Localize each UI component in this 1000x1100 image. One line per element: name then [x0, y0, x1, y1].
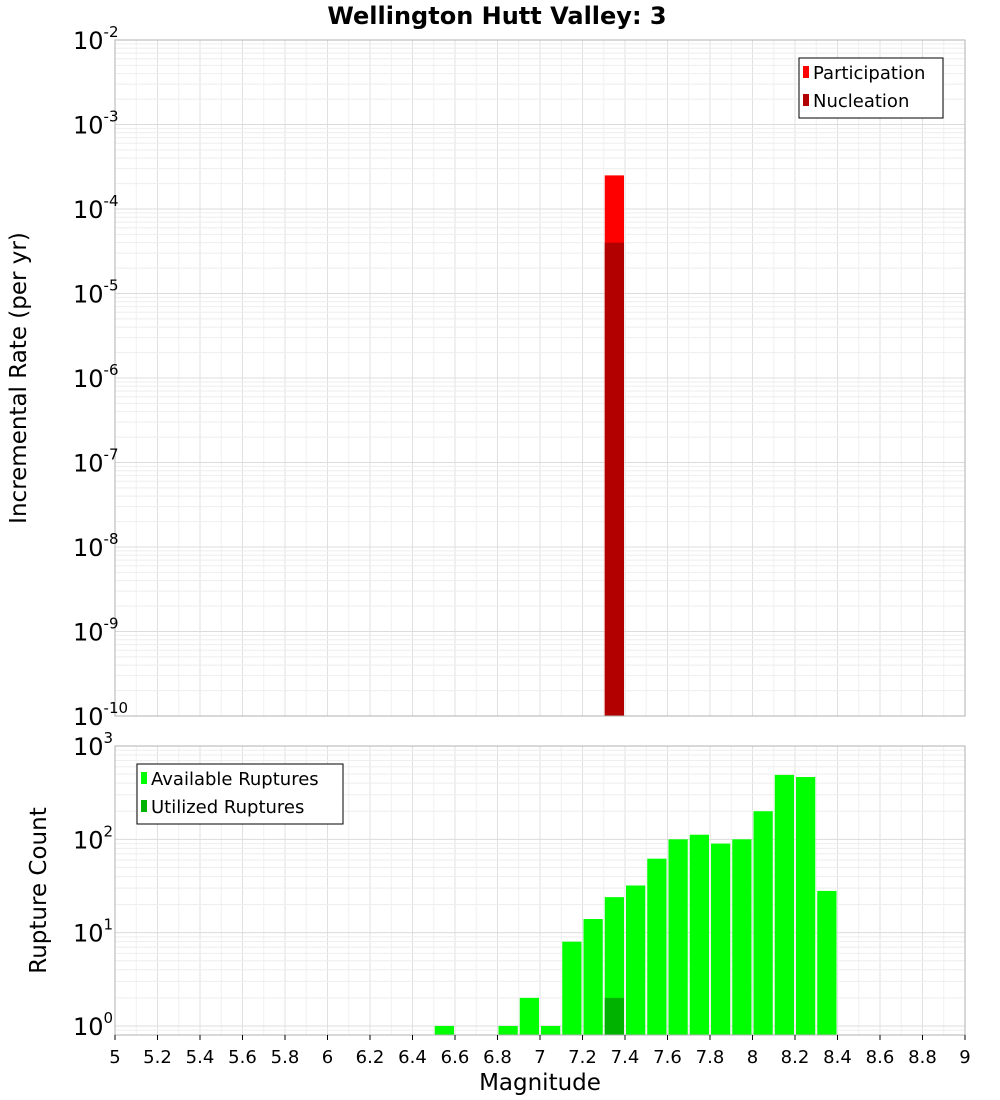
x-tick-label: 7.6 [653, 1047, 682, 1068]
bottom-legend: Available Ruptures Utilized Ruptures [136, 763, 344, 825]
bottom-y-tick-label: 102 [73, 822, 113, 854]
x-tick-label: 7.8 [696, 1047, 725, 1068]
bottom-legend-swatch [141, 800, 147, 812]
bottom-y-tick-label: 101 [73, 916, 113, 948]
top-y-tick-label: 10-7 [73, 446, 119, 478]
x-tick-label: 8.2 [781, 1047, 810, 1068]
top-y-axis-label: Incremental Rate (per yr) [6, 232, 32, 524]
x-tick-label: 6 [322, 1047, 333, 1068]
x-tick-label: 5.2 [143, 1047, 172, 1068]
x-tick-label: 8.4 [823, 1047, 852, 1068]
top-bar [604, 242, 624, 717]
x-axis-label: Magnitude [479, 1070, 601, 1096]
x-tick-label: 6.2 [356, 1047, 385, 1068]
bottom-y-tick-label: 103 [73, 729, 113, 761]
top-series-1 [604, 242, 624, 717]
bottom-bar [541, 1025, 561, 1035]
x-tick-label: 5.8 [271, 1047, 300, 1068]
bottom-bar [796, 777, 816, 1035]
bottom-bar [668, 839, 688, 1035]
top-legend-swatch [803, 66, 809, 78]
top-y-tick-label: 10-9 [73, 615, 119, 647]
top-y-tick-label: 10-8 [73, 530, 119, 562]
top-panel: 10-10 10-9 10-8 10-7 10-6 10-5 10-4 10-3 10-2 Par… [73, 23, 966, 731]
x-tick-label: 6.6 [441, 1047, 470, 1068]
x-tick-label: 8 [747, 1047, 758, 1068]
bottom-panel: 100 101 102 103 Available Ruptures Utilized R… [73, 729, 966, 1041]
bottom-bar [711, 843, 731, 1035]
bottom-bar [689, 834, 709, 1035]
bottom-bar [604, 997, 624, 1035]
bottom-bar [817, 890, 837, 1035]
top-frame [114, 39, 966, 717]
bottom-bar [732, 839, 752, 1035]
x-tick-label: 7.2 [568, 1047, 597, 1068]
top-legend-label: Participation [813, 63, 925, 84]
x-tick-label: 9 [959, 1047, 970, 1068]
x-tick-label: 7 [534, 1047, 545, 1068]
bottom-bar [562, 941, 582, 1035]
x-tick-label: 7.4 [611, 1047, 640, 1068]
bottom-bar [519, 997, 539, 1035]
top-y-tick-label: 10-4 [73, 192, 119, 224]
x-tick-label: 8.8 [908, 1047, 937, 1068]
bottom-legend-label: Utilized Ruptures [151, 797, 304, 818]
bottom-bar [647, 858, 667, 1035]
top-y-tick-label: 10-10 [73, 699, 128, 731]
bottom-bar [626, 885, 646, 1035]
bottom-bar [753, 811, 773, 1035]
bottom-y-axis-label: Rupture Count [26, 807, 52, 973]
chart-title: Wellington Hutt Valley: 3 [327, 2, 666, 30]
top-legend-swatch [803, 94, 809, 106]
bottom-bar [774, 774, 794, 1035]
bottom-legend-label: Available Ruptures [151, 769, 319, 790]
bottom-y-ticks: 100 101 102 103 [73, 729, 113, 1041]
x-ticks: 5 5.2 5.4 5.6 5.8 6 6.2 6.4 6.6 6.8 7 7.2 7.4 7.6 7.8 8… [109, 1035, 971, 1068]
bottom-series-1 [604, 997, 624, 1035]
x-tick-label: 5 [109, 1047, 120, 1068]
top-legend: Participation Nucleation [798, 57, 944, 119]
bottom-legend-box [136, 763, 344, 825]
bottom-legend-swatch [141, 772, 147, 784]
x-tick-label: 6.8 [483, 1047, 512, 1068]
top-legend-label: Nucleation [813, 91, 909, 112]
top-y-tick-label: 10-2 [73, 23, 119, 55]
x-tick-label: 8.6 [866, 1047, 895, 1068]
top-y-ticks: 10-10 10-9 10-8 10-7 10-6 10-5 10-4 10-3 10-2 [73, 23, 128, 731]
bottom-y-tick-label: 100 [73, 1009, 113, 1041]
top-y-tick-label: 10-6 [73, 361, 119, 393]
x-tick-label: 5.6 [228, 1047, 257, 1068]
top-y-tick-label: 10-3 [73, 108, 119, 140]
top-grid [114, 39, 966, 717]
x-tick-label: 6.4 [398, 1047, 427, 1068]
bottom-bar [583, 919, 603, 1035]
x-tick-label: 5.4 [186, 1047, 215, 1068]
bottom-bar [434, 1025, 454, 1035]
bottom-bar [498, 1025, 518, 1035]
top-legend-box [798, 57, 944, 119]
top-y-tick-label: 10-5 [73, 277, 119, 309]
